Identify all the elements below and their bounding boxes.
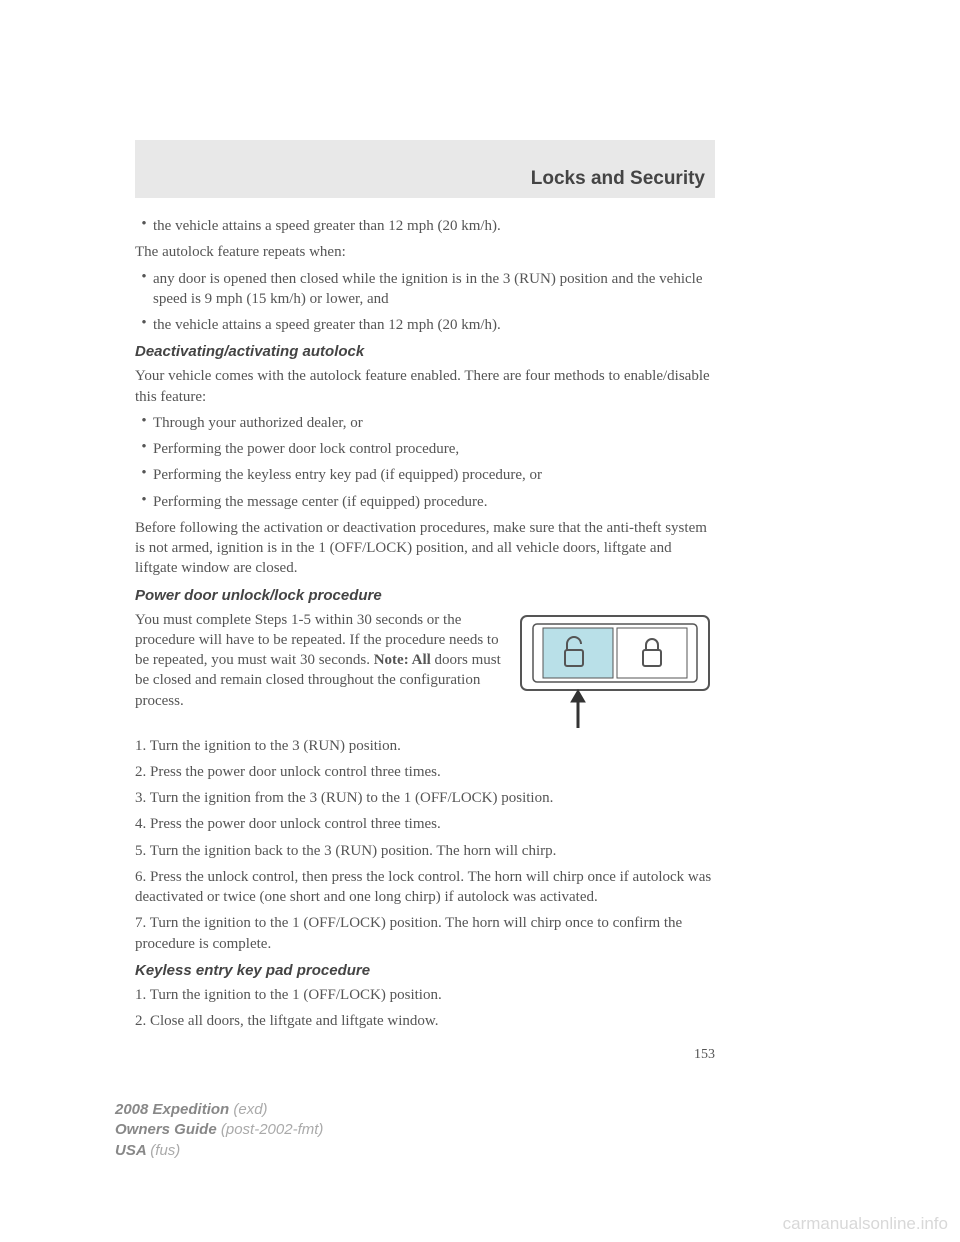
step: 1. Turn the ignition to the 1 (OFF/LOCK)… [135,985,715,1005]
footer-code: (fus) [150,1142,180,1159]
paragraph: The autolock feature repeats when: [135,242,715,262]
footer-line: 2008 Expedition (exd) [115,1100,323,1120]
step: 2. Press the power door unlock control t… [135,762,715,782]
bullet-marker: • [135,413,153,433]
paragraph: Your vehicle comes with the autolock fea… [135,366,715,407]
step: 2. Close all doors, the liftgate and lif… [135,1011,715,1031]
step: 6. Press the unlock control, then press … [135,867,715,908]
bullet-text: Performing the keyless entry key pad (if… [153,465,542,485]
bullet-marker: • [135,216,153,236]
section-title: Locks and Security [531,168,705,190]
subheading: Keyless entry key pad procedure [135,962,715,979]
bullet-item: • Performing the power door lock control… [135,439,715,459]
bullet-marker: • [135,492,153,512]
paragraph: Before following the activation or deact… [135,518,715,579]
footer-model: 2008 Expedition [115,1101,233,1118]
section-header-bar: Locks and Security [135,140,715,198]
bullet-marker: • [135,315,153,335]
step: 3. Turn the ignition from the 3 (RUN) to… [135,788,715,808]
bullet-item: • any door is opened then closed while t… [135,269,715,310]
bullet-text: the vehicle attains a speed greater than… [153,315,501,335]
bullet-item: • Performing the message center (if equi… [135,492,715,512]
step: 7. Turn the ignition to the 1 (OFF/LOCK)… [135,913,715,954]
footer-code: (exd) [233,1101,267,1118]
bullet-text: the vehicle attains a speed greater than… [153,216,501,236]
bullet-item: • Through your authorized dealer, or [135,413,715,433]
bullet-marker: • [135,269,153,310]
bullet-item: • the vehicle attains a speed greater th… [135,216,715,236]
bullet-text: any door is opened then closed while the… [153,269,715,310]
note-label: Note: All [374,652,431,668]
page-content: Locks and Security • the vehicle attains… [135,140,715,1063]
bullet-text: Through your authorized dealer, or [153,413,363,433]
watermark: carmanualsonline.info [783,1214,948,1234]
footer-block: 2008 Expedition (exd) Owners Guide (post… [115,1100,323,1161]
figure-text-wrap: You must complete Steps 1-5 within 30 se… [135,610,715,730]
step: 1. Turn the ignition to the 3 (RUN) posi… [135,736,715,756]
bullet-item: • Performing the keyless entry key pad (… [135,465,715,485]
door-lock-switch-figure [515,610,715,730]
footer-line: USA (fus) [115,1141,323,1161]
footer-guide: Owners Guide [115,1121,221,1138]
footer-code: (post-2002-fmt) [221,1121,324,1138]
step: 4. Press the power door unlock control t… [135,814,715,834]
bullet-text: Performing the power door lock control p… [153,439,459,459]
subheading: Deactivating/activating autolock [135,343,715,360]
footer-line: Owners Guide (post-2002-fmt) [115,1120,323,1140]
step: 5. Turn the ignition back to the 3 (RUN)… [135,841,715,861]
bullet-marker: • [135,439,153,459]
footer-region: USA [115,1142,150,1159]
bullet-text: Performing the message center (if equipp… [153,492,487,512]
bullet-marker: • [135,465,153,485]
page-number: 153 [135,1047,715,1063]
subheading: Power door unlock/lock procedure [135,587,715,604]
bullet-item: • the vehicle attains a speed greater th… [135,315,715,335]
